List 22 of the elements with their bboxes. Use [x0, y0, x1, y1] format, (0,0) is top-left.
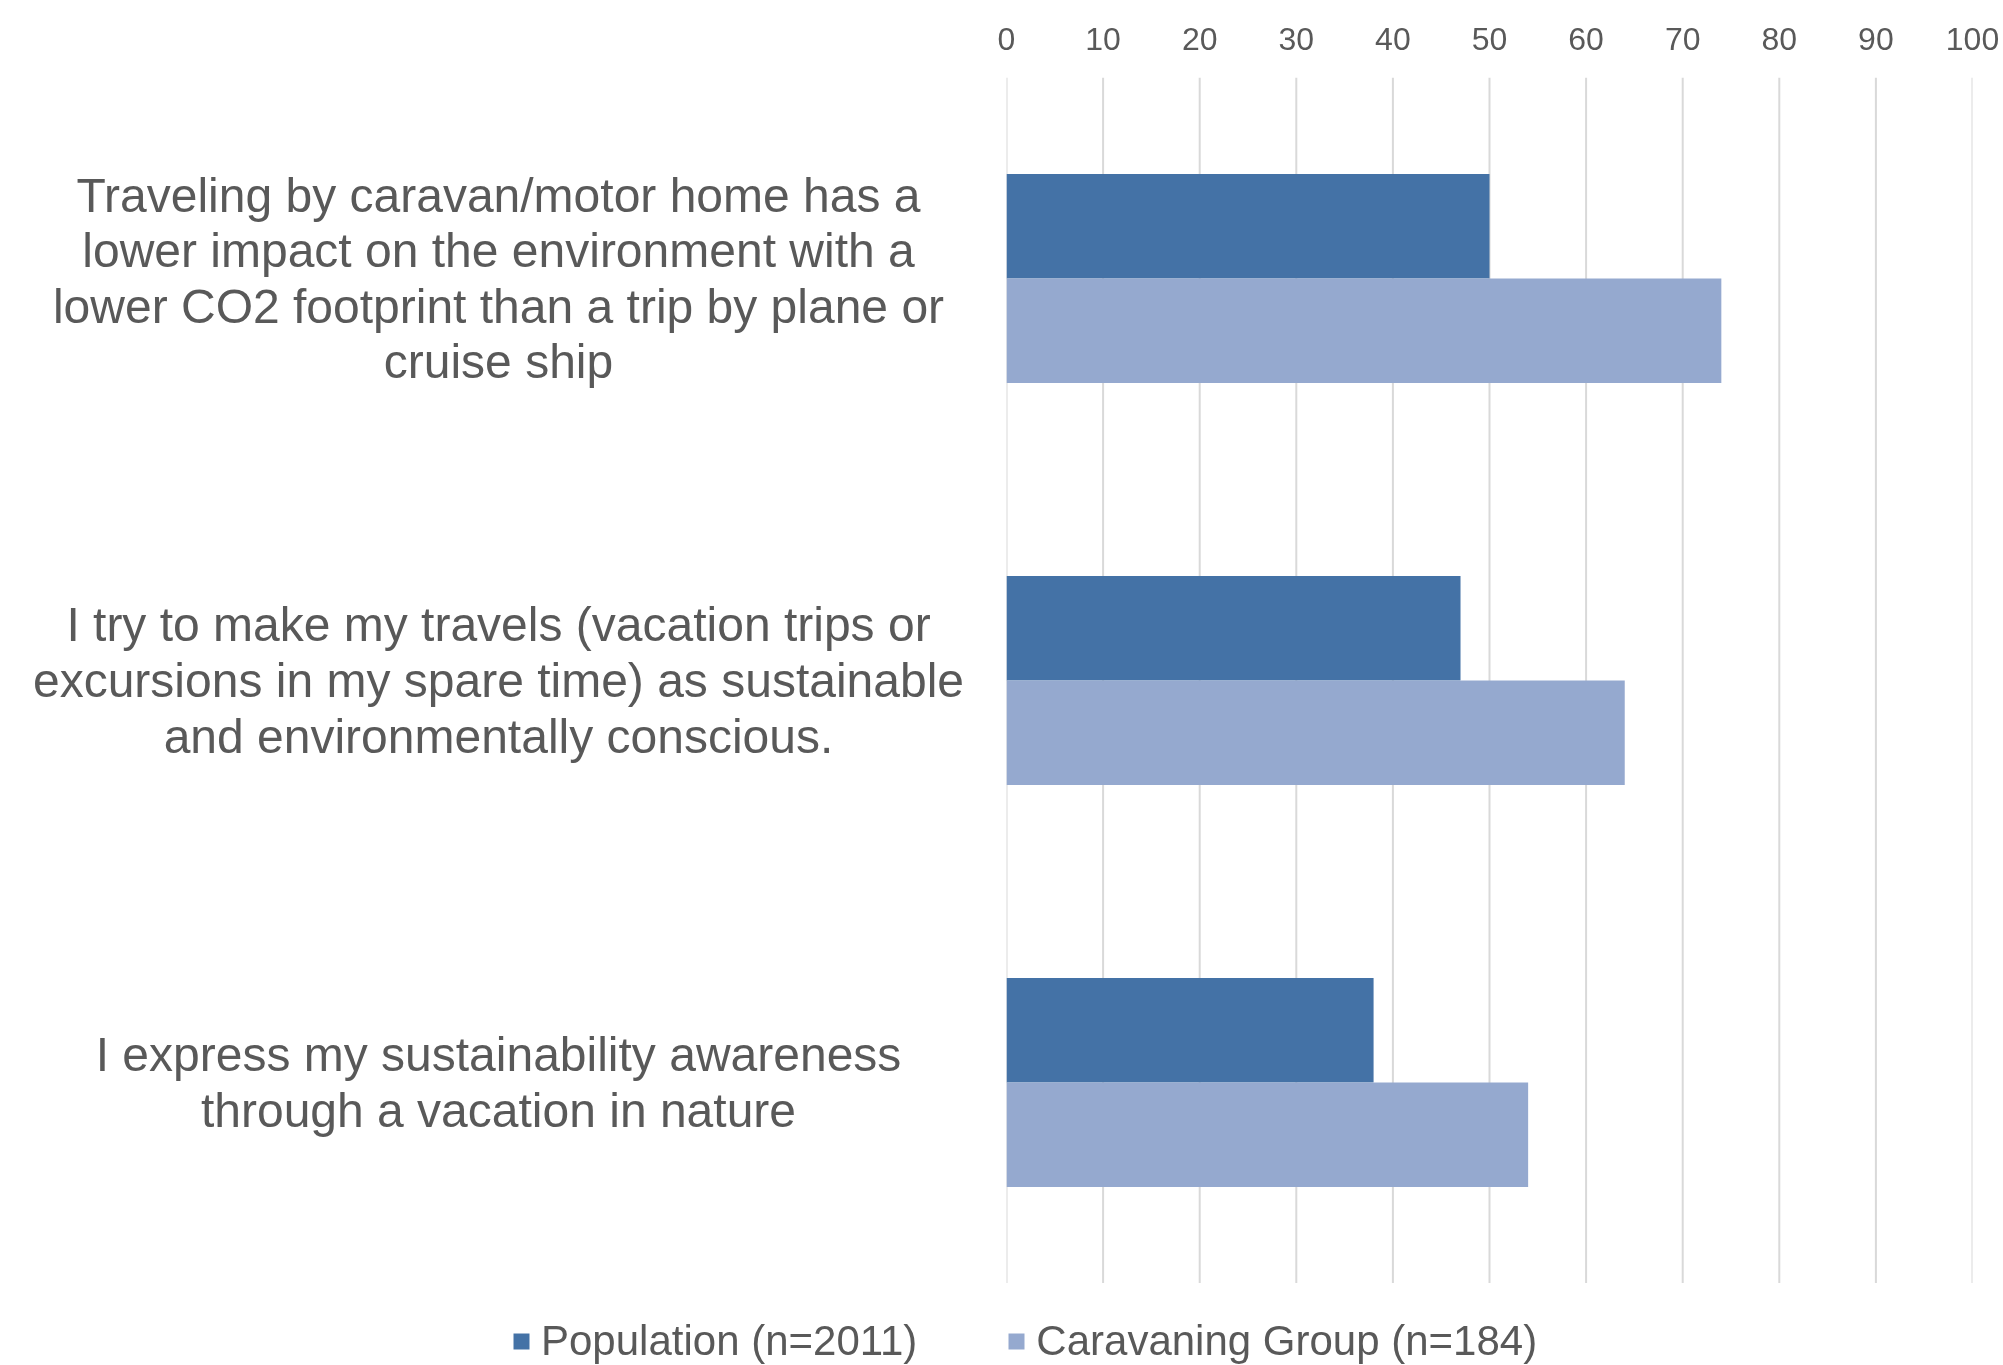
y-tick-label: I express my sustainability awareness through a vacation in nature: [95, 1028, 902, 1137]
bar: [1006, 1082, 1529, 1188]
bar: [1006, 680, 1625, 786]
y-tick-label: Traveling by caravan/motor home has a lower impact on the environment with a lower CO2 footprint than a trip by plane or cruise ship: [52, 168, 945, 389]
bar: [1006, 575, 1461, 681]
x-tick-label: 10: [1085, 20, 1121, 57]
x-tick-label: 100: [1945, 20, 2000, 57]
x-tick-label: 80: [1761, 20, 1798, 57]
x-tick-label: 30: [1278, 20, 1315, 57]
x-tick-label: 20: [1181, 20, 1218, 57]
x-tick-label: 60: [1568, 20, 1604, 57]
bar: [1006, 977, 1374, 1083]
legend-label: Population (n=2011): [541, 1317, 918, 1365]
legend-label: Caravaning Group (n=184): [1036, 1317, 1538, 1365]
x-tick-label: 0: [997, 20, 1016, 57]
bar: [1006, 173, 1490, 279]
x-tick-label: 90: [1858, 20, 1894, 57]
bar: [1006, 278, 1722, 384]
x-tick-label: 70: [1664, 20, 1701, 57]
x-tick-label: 40: [1375, 20, 1411, 57]
x-tick-label: 50: [1471, 20, 1508, 57]
y-tick-label: I try to make my travels (vacation trips or excursions in my spare time) as sustainable and environmentally conscious.: [32, 598, 965, 763]
